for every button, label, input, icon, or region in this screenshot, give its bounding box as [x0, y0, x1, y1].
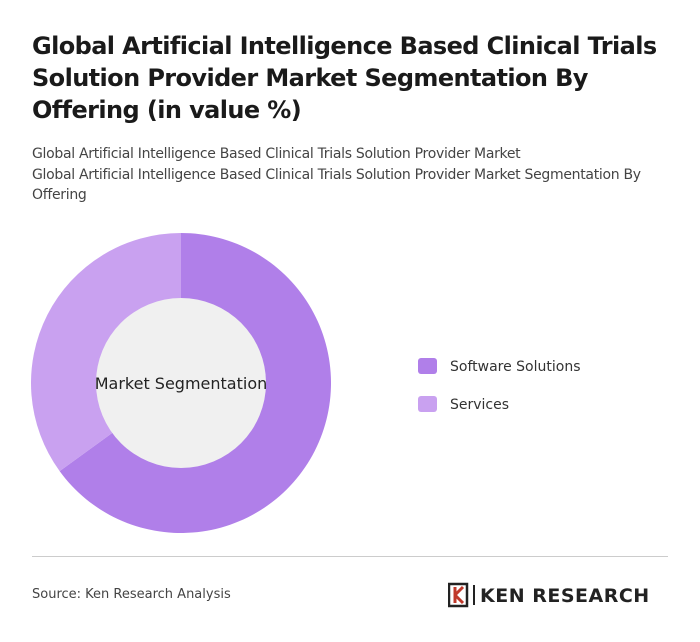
donut-hole	[96, 298, 266, 468]
source: Source: Ken Research Analysis	[32, 587, 231, 602]
legend-label: Services	[450, 397, 509, 413]
logo-icon	[453, 585, 465, 605]
legend-swatch	[418, 358, 437, 374]
subtitle: Global Artificial Intelligence Based Cli…	[32, 146, 521, 162]
logo-icon	[448, 582, 469, 608]
chart: Software Solutions Services Market Segment…	[31, 233, 581, 533]
logo: KEN RESEARCH	[448, 582, 650, 608]
divider	[32, 556, 668, 557]
logo-text: KEN RESEARCH	[480, 585, 650, 607]
subtitle: Global Artificial Intelligence Based Cli…	[32, 167, 641, 203]
legend-swatch	[418, 396, 437, 412]
legend-label: Software Solutions	[450, 359, 581, 375]
center-label: Market Segmentation	[95, 374, 268, 393]
chart-title: Global Artificial Intelligence Based Cli…	[32, 32, 657, 124]
